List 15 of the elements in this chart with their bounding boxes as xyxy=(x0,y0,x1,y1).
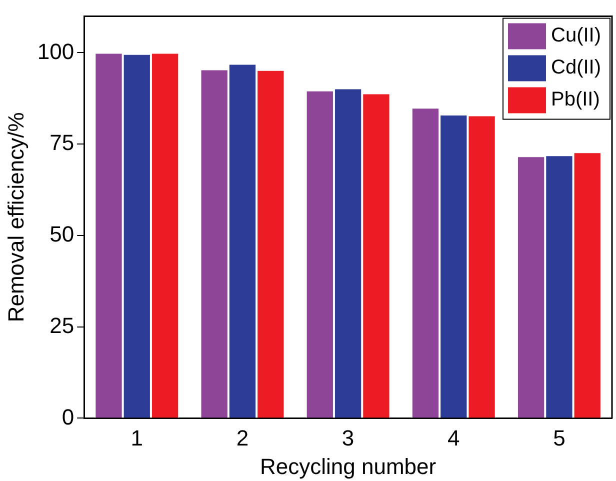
y-axis-title: Removal efficiency/% xyxy=(3,112,28,322)
x-tick-label: 4 xyxy=(448,425,460,450)
y-tick-label: 25 xyxy=(50,312,74,338)
x-tick-label: 5 xyxy=(553,425,566,450)
y-tick-label: 50 xyxy=(50,222,74,247)
legend-label: Pb(II) xyxy=(551,88,600,111)
y-tick-label: 75 xyxy=(50,130,74,156)
x-axis-title: Recycling number xyxy=(260,454,436,479)
y-tick-label: 100 xyxy=(37,38,74,64)
legend-label: Cu(II) xyxy=(551,24,601,47)
x-tick-label: 1 xyxy=(130,425,144,450)
x-tick-label: 3 xyxy=(342,425,354,450)
x-tick-label: 2 xyxy=(236,425,249,450)
y-tick-label: 0 xyxy=(62,404,74,430)
legend-label: Cd(II) xyxy=(551,56,601,79)
